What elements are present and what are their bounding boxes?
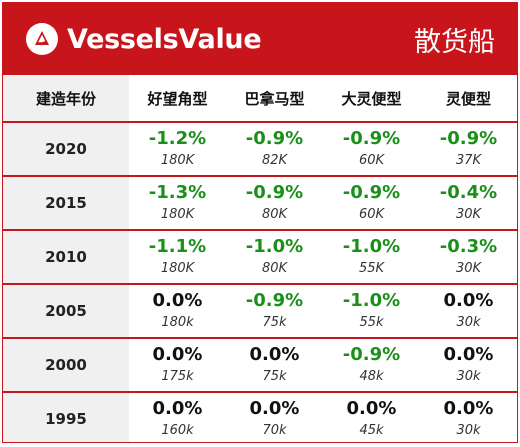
table-row: 2010 -1.1% 180K -1.0% 80K -1.0% 55K -0.3% 30… — [3, 230, 517, 285]
value-cell: 0.0% 30k — [420, 392, 517, 442]
build-year-cell: 2005 — [3, 284, 129, 339]
size-value: 180K — [160, 153, 195, 168]
change-value: 0.0% — [443, 398, 494, 419]
vesselsvalue-logo-icon — [26, 23, 58, 55]
value-cell: -1.1% 180K — [129, 230, 226, 285]
size-value: 180k — [161, 315, 194, 330]
value-cell: -0.9% 60K — [323, 176, 420, 231]
change-value: -0.9% — [342, 344, 401, 365]
value-cell: 0.0% 175k — [129, 338, 226, 393]
value-change-table: 建造年份 好望角型 巴拿马型 大灵便型 灵便型 2020 -1.2% 180K -… — [3, 75, 517, 442]
change-value: -0.9% — [342, 182, 401, 203]
value-cell: -1.0% 80K — [226, 230, 323, 285]
change-value: -0.9% — [439, 128, 498, 149]
column-header-build-year: 建造年份 — [3, 75, 129, 123]
change-value: -1.0% — [342, 290, 401, 311]
change-value: -1.3% — [148, 182, 207, 203]
value-cell: 0.0% 160k — [129, 392, 226, 442]
column-header-supramax: 大灵便型 — [323, 75, 420, 123]
change-value: 0.0% — [152, 398, 203, 419]
value-cell: -0.4% 30K — [420, 176, 517, 231]
change-value: 0.0% — [249, 398, 300, 419]
change-value: 0.0% — [443, 290, 494, 311]
change-value: -0.3% — [439, 236, 498, 257]
brand-name: VesselsValue — [67, 23, 262, 55]
size-value: 70k — [262, 423, 287, 438]
value-cell: -1.2% 180K — [129, 122, 226, 177]
table-row: 2005 0.0% 180k -0.9% 75k -1.0% 55k 0.0% 30k — [3, 284, 517, 339]
value-cell: -0.9% 75k — [226, 284, 323, 339]
size-value: 45k — [359, 423, 384, 438]
size-value: 30K — [455, 261, 482, 276]
value-cell: 0.0% 30k — [420, 338, 517, 393]
value-cell: 0.0% 70k — [226, 392, 323, 442]
size-value: 80K — [261, 207, 288, 222]
value-cell: -1.0% 55K — [323, 230, 420, 285]
change-value: -0.9% — [245, 182, 304, 203]
value-cell: -0.3% 30K — [420, 230, 517, 285]
size-value: 75k — [262, 315, 287, 330]
change-value: 0.0% — [249, 344, 300, 365]
size-value: 37K — [455, 153, 482, 168]
size-value: 30K — [455, 207, 482, 222]
size-value: 60K — [358, 153, 385, 168]
value-cell: 0.0% 180k — [129, 284, 226, 339]
value-cell: 0.0% 75k — [226, 338, 323, 393]
value-cell: -1.3% 180K — [129, 176, 226, 231]
value-cell: -0.9% 48k — [323, 338, 420, 393]
build-year-cell: 2000 — [3, 338, 129, 393]
size-value: 30k — [456, 423, 481, 438]
change-value: -0.9% — [245, 128, 304, 149]
value-cell: -0.9% 37K — [420, 122, 517, 177]
build-year-cell: 1995 — [3, 392, 129, 442]
size-value: 75k — [262, 369, 287, 384]
change-value: -1.0% — [342, 236, 401, 257]
change-value: -1.0% — [245, 236, 304, 257]
change-value: 0.0% — [443, 344, 494, 365]
size-value: 60K — [358, 207, 385, 222]
table-row: 2000 0.0% 175k 0.0% 75k -0.9% 48k 0.0% 30k — [3, 338, 517, 393]
value-cell: 0.0% 30k — [420, 284, 517, 339]
change-value: -0.9% — [245, 290, 304, 311]
size-value: 30k — [456, 369, 481, 384]
size-value: 55K — [358, 261, 385, 276]
value-cell: 0.0% 45k — [323, 392, 420, 442]
change-value: 0.0% — [152, 290, 203, 311]
size-value: 175k — [161, 369, 194, 384]
build-year-cell: 2020 — [3, 122, 129, 177]
column-header-capesize: 好望角型 — [129, 75, 226, 123]
size-value: 48k — [359, 369, 384, 384]
size-value: 80K — [261, 261, 288, 276]
build-year-cell: 2015 — [3, 176, 129, 231]
change-value: -1.2% — [148, 128, 207, 149]
change-value: -1.1% — [148, 236, 207, 257]
column-header-panamax: 巴拿马型 — [226, 75, 323, 123]
value-change-panel: VesselsValue 散货船 建造年份 好望角型 巴拿马型 大灵便型 灵便型… — [2, 2, 518, 443]
size-value: 160k — [161, 423, 194, 438]
header-banner: VesselsValue 散货船 — [3, 3, 517, 75]
value-cell: -0.9% 82K — [226, 122, 323, 177]
size-value: 180K — [160, 261, 195, 276]
column-header-handysize: 灵便型 — [420, 75, 517, 123]
change-value: 0.0% — [346, 398, 397, 419]
build-year-cell: 2010 — [3, 230, 129, 285]
size-value: 30k — [456, 315, 481, 330]
brand: VesselsValue — [25, 22, 262, 56]
segment-title: 散货船 — [414, 26, 495, 58]
change-value: 0.0% — [152, 344, 203, 365]
size-value: 180K — [160, 207, 195, 222]
value-cell: -1.0% 55k — [323, 284, 420, 339]
table-header-row: 建造年份 好望角型 巴拿马型 大灵便型 灵便型 — [3, 75, 517, 123]
size-value: 82K — [261, 153, 288, 168]
size-value: 55k — [359, 315, 384, 330]
change-value: -0.4% — [439, 182, 498, 203]
value-cell: -0.9% 60K — [323, 122, 420, 177]
table-row: 1995 0.0% 160k 0.0% 70k 0.0% 45k 0.0% 30k — [3, 392, 517, 442]
table-row: 2015 -1.3% 180K -0.9% 80K -0.9% 60K -0.4% 30… — [3, 176, 517, 231]
change-value: -0.9% — [342, 128, 401, 149]
value-cell: -0.9% 80K — [226, 176, 323, 231]
table-row: 2020 -1.2% 180K -0.9% 82K -0.9% 60K -0.9% 37… — [3, 122, 517, 177]
